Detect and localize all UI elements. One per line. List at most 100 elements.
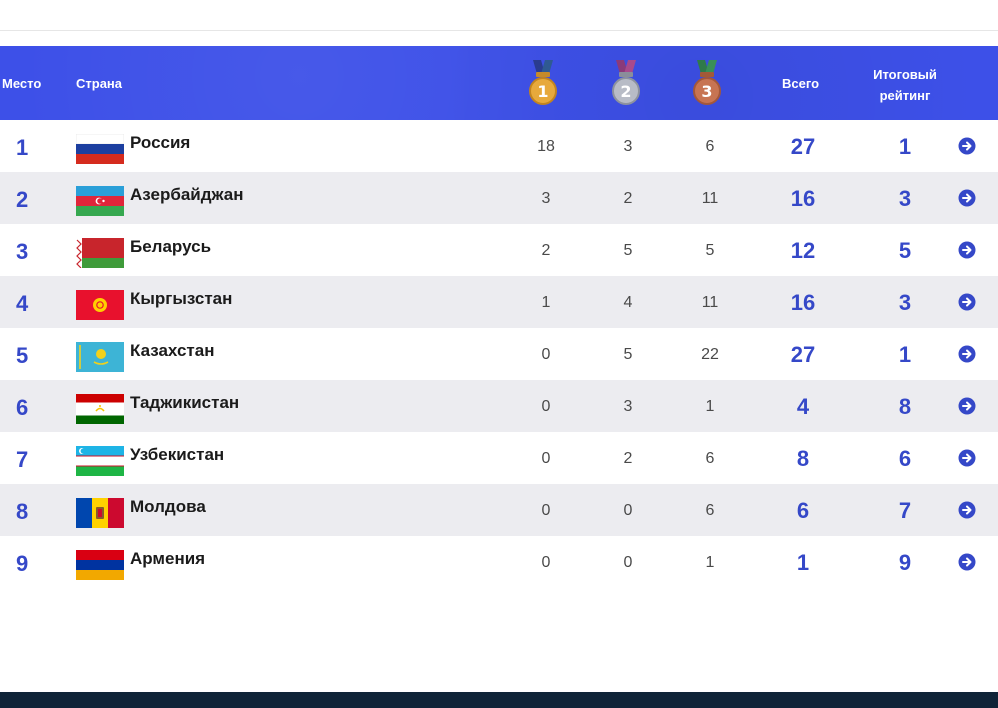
place-cell: 7 [16, 447, 29, 472]
gold-count: 2 [541, 242, 551, 259]
table-row[interactable]: 1 Россия 18 3 6 27 1 [0, 120, 998, 172]
table-header: Место Страна 1 2 3 Всего Итоговый рейтин… [0, 46, 998, 120]
arrow-right-circle-icon[interactable] [958, 241, 976, 259]
tajikistan-flag-icon [76, 394, 124, 424]
place-cell: 2 [16, 187, 29, 212]
bronze-count: 6 [705, 138, 715, 155]
gold-count: 0 [541, 398, 551, 415]
rating-value: 7 [898, 498, 912, 523]
arrow-right-circle-icon[interactable] [958, 501, 976, 519]
bronze-count: 6 [705, 450, 715, 467]
moldova-flag-icon [76, 498, 124, 528]
page-footer [0, 692, 998, 708]
table-row[interactable]: 4 Кыргызстан 1 4 11 16 3 [0, 276, 998, 328]
bronze-count: 22 [701, 346, 719, 363]
silver-count: 3 [623, 398, 633, 415]
rating-value: 3 [898, 186, 912, 211]
place-cell: 6 [16, 395, 29, 420]
header-rating: Итоговый рейтинг [862, 64, 948, 106]
country-name: Азербайджан [130, 185, 244, 204]
silver-medal-number: 2 [620, 82, 631, 101]
total-count: 16 [790, 290, 816, 315]
silver-count: 5 [623, 242, 633, 259]
arrow-right-circle-icon[interactable] [958, 397, 976, 415]
bronze-count: 5 [705, 242, 715, 259]
place-cell: 4 [16, 291, 29, 316]
country-name: Кыргызстан [130, 289, 233, 308]
silver-count: 4 [623, 294, 633, 311]
rating-value: 1 [898, 134, 912, 159]
gold-count: 18 [537, 138, 555, 155]
gold-count: 1 [541, 294, 551, 311]
silver-count: 0 [623, 502, 633, 519]
arrow-right-circle-icon[interactable] [958, 449, 976, 467]
armenia-flag-icon [76, 550, 124, 580]
gold-count: 0 [541, 346, 551, 363]
country-name: Таджикистан [130, 393, 240, 412]
bronze-medal-number: 3 [701, 82, 712, 101]
kyrgyzstan-flag-icon [76, 290, 124, 320]
total-count: 27 [790, 342, 816, 367]
silver-count: 2 [623, 190, 633, 207]
silver-count: 2 [623, 450, 633, 467]
total-count: 1 [796, 550, 810, 575]
table-row[interactable]: 6 Таджикистан 0 3 1 4 8 [0, 380, 998, 432]
gold-count: 0 [541, 502, 551, 519]
table-row[interactable]: 3 Беларусь 2 5 5 12 5 [0, 224, 998, 276]
country-name: Молдова [130, 497, 206, 516]
silver-medal-icon: 2 [612, 60, 640, 105]
arrow-right-circle-icon[interactable] [958, 293, 976, 311]
rating-value: 1 [898, 342, 912, 367]
bronze-count: 1 [705, 398, 715, 415]
rating-value: 8 [898, 394, 912, 419]
table-row[interactable]: 9 Армения 0 0 1 1 9 [0, 536, 998, 588]
gold-medal-icon: 1 [529, 60, 557, 105]
total-count: 8 [796, 446, 810, 471]
rating-value: 3 [898, 290, 912, 315]
belarus-flag-icon [76, 238, 124, 268]
rating-value: 5 [898, 238, 912, 263]
header-total: Всего [782, 76, 820, 91]
silver-count: 3 [623, 138, 633, 155]
country-name: Россия [130, 133, 191, 152]
country-name: Беларусь [130, 237, 212, 256]
arrow-right-circle-icon[interactable] [958, 189, 976, 207]
arrow-right-circle-icon[interactable] [958, 137, 976, 155]
arrow-right-circle-icon[interactable] [958, 345, 976, 363]
bronze-count: 11 [701, 294, 719, 311]
russia-flag-icon [76, 134, 124, 164]
bronze-count: 1 [705, 554, 715, 571]
gold-medal-number: 1 [537, 82, 548, 101]
top-divider [0, 30, 998, 31]
table-row[interactable]: 7 Узбекистан 0 2 6 8 6 [0, 432, 998, 484]
country-name: Армения [130, 549, 206, 568]
silver-count: 5 [623, 346, 633, 363]
place-cell: 8 [16, 499, 29, 524]
silver-count: 0 [623, 554, 633, 571]
gold-count: 0 [541, 554, 551, 571]
table-row[interactable]: 8 Молдова 0 0 6 6 7 [0, 484, 998, 536]
rating-value: 6 [898, 446, 912, 471]
header-place: Место [2, 76, 42, 91]
kazakhstan-flag-icon [76, 342, 124, 372]
place-cell: 3 [16, 239, 29, 264]
gold-count: 0 [541, 450, 551, 467]
bronze-medal-icon: 3 [693, 60, 721, 105]
table-row[interactable]: 2 Азербайджан 3 2 11 16 3 [0, 172, 998, 224]
bronze-count: 11 [701, 190, 719, 207]
uzbekistan-flag-icon [76, 446, 124, 476]
rating-value: 9 [898, 550, 912, 575]
header-rating-line2: рейтинг [879, 88, 931, 103]
total-count: 4 [796, 394, 810, 419]
place-cell: 9 [16, 551, 29, 576]
total-count: 6 [796, 498, 810, 523]
medal-table: Место Страна 1 2 3 Всего Итоговый рейтин… [0, 46, 998, 588]
total-count: 27 [790, 134, 816, 159]
gold-count: 3 [541, 190, 551, 207]
arrow-right-circle-icon[interactable] [958, 553, 976, 571]
azerbaijan-flag-icon [76, 186, 124, 216]
header-country: Страна [76, 76, 123, 91]
place-cell: 5 [16, 343, 29, 368]
total-count: 16 [790, 186, 816, 211]
table-row[interactable]: 5 Казахстан 0 5 22 27 1 [0, 328, 998, 380]
